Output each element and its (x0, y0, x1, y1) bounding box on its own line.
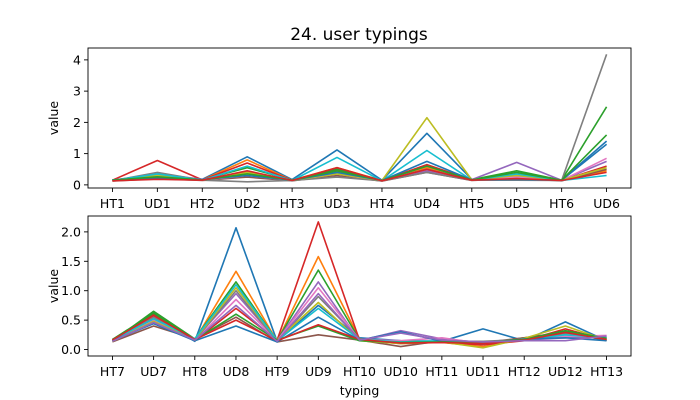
x-tick-label: UD8 (223, 364, 250, 379)
x-tick-label: UD3 (324, 196, 351, 211)
x-tick-label: UD4 (414, 196, 441, 211)
x-tick-label: UD9 (305, 364, 332, 379)
x-tick-label: HT2 (190, 196, 215, 211)
x-tick-label: UD6 (593, 196, 620, 211)
x-tick-label: UD12 (548, 364, 583, 379)
series-group (112, 54, 608, 183)
y-tick-label: 3 (73, 84, 81, 99)
series-group (111, 221, 607, 349)
x-tick-label: HT6 (549, 196, 574, 211)
x-tick-label: HT10 (343, 364, 376, 379)
x-tick-label: HT1 (100, 196, 125, 211)
x-tick-label: HT13 (590, 364, 623, 379)
y-tick-label: 1.5 (61, 254, 81, 269)
y-tick-label: 1.0 (61, 283, 81, 298)
x-tick-label: HT5 (459, 196, 484, 211)
x-tick-label: UD10 (383, 364, 418, 379)
x-tick-label: UD7 (140, 364, 167, 379)
x-tick-label: HT4 (369, 196, 394, 211)
x-tick-label: HT11 (425, 364, 458, 379)
y-tick-label: 4 (73, 52, 81, 67)
y-axis-label: value (46, 101, 61, 135)
x-tick-label: HT8 (182, 364, 207, 379)
x-tick-label: UD11 (466, 364, 501, 379)
x-tick-label: HT7 (100, 364, 125, 379)
series-line-13 (112, 166, 607, 182)
y-tick-label: 0.5 (61, 313, 81, 328)
chart-title: 24. user typings (290, 25, 428, 45)
top-subplot: 0 1 2 3 4 HT1 UD1 HT2 UD2 HT3 UD3 HT4 UD4 HT5 UD5 HT6 UD… (46, 47, 632, 211)
x-tick-label: HT3 (280, 196, 305, 211)
y-axis-label: value (46, 269, 61, 303)
x-tick-label: UD5 (503, 196, 530, 211)
bottom-subplot: 0.0 0.5 1.0 1.5 2.0 HT7 UD7 HT8 UD8 HT9 UD9 HT10 UD1… (46, 215, 632, 398)
x-axis-label: typing (340, 383, 380, 398)
x-tick-label: HT12 (508, 364, 541, 379)
series-line-14 (112, 292, 607, 343)
x-tick-label: HT9 (265, 364, 290, 379)
y-tick-label: 0 (73, 177, 81, 192)
y-tick-label: 0.0 (61, 342, 81, 357)
y-tick-label: 2 (73, 115, 81, 130)
y-tick-label: 2.0 (61, 224, 81, 239)
axes-frame (87, 47, 632, 189)
x-tick-label: UD2 (234, 196, 261, 211)
y-tick-label: 1 (73, 146, 81, 161)
x-tick-label: UD1 (144, 196, 171, 211)
